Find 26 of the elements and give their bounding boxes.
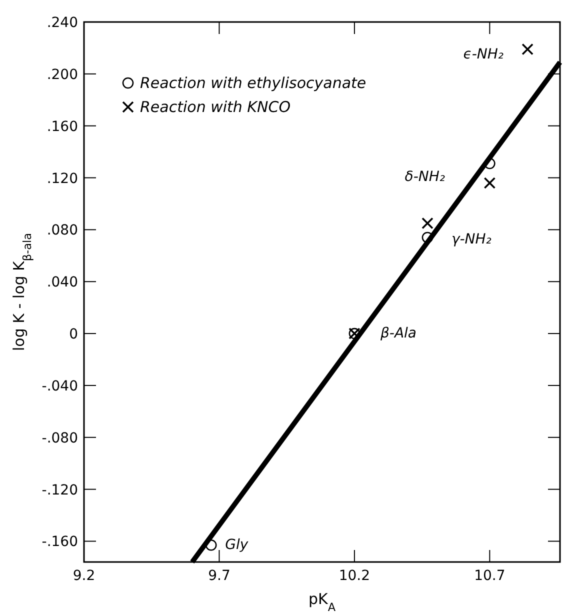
x-tick-label: 10.7 bbox=[474, 568, 506, 584]
y-tick-label: .040 bbox=[46, 274, 78, 291]
x-tick-label: 10.2 bbox=[338, 568, 370, 584]
y-tick-label: .080 bbox=[46, 222, 78, 239]
annotation: ϵ-NH₂ bbox=[463, 46, 504, 62]
x-tick-label: 9.2 bbox=[72, 568, 96, 584]
y-tick-label: .240 bbox=[46, 15, 78, 31]
annotation: Gly bbox=[225, 537, 249, 554]
y-tick-label: -.120 bbox=[42, 482, 78, 498]
y-tick-label: 0 bbox=[69, 326, 78, 343]
legend-label: Reaction with ethylisocyanate bbox=[140, 74, 366, 92]
legend-label: Reaction with KNCO bbox=[140, 98, 291, 116]
y-tick-label: -.160 bbox=[42, 534, 78, 550]
y-tick-label: .120 bbox=[46, 170, 78, 187]
x-axis-title: pK$_{A}$ bbox=[308, 590, 336, 613]
point bbox=[522, 43, 534, 56]
y-tick-label: -.040 bbox=[42, 378, 78, 394]
y-tick-label: .160 bbox=[46, 118, 78, 135]
x-tick-label: 9.7 bbox=[208, 568, 230, 584]
point bbox=[422, 217, 434, 230]
annotation: δ-NH₂ bbox=[404, 169, 446, 185]
annotation: β-Ala bbox=[379, 326, 416, 342]
y-tick-label: -.080 bbox=[42, 430, 78, 446]
annotation: γ-NH₂ bbox=[451, 231, 492, 248]
point bbox=[484, 177, 496, 189]
y-tick-label: .200 bbox=[46, 66, 78, 83]
